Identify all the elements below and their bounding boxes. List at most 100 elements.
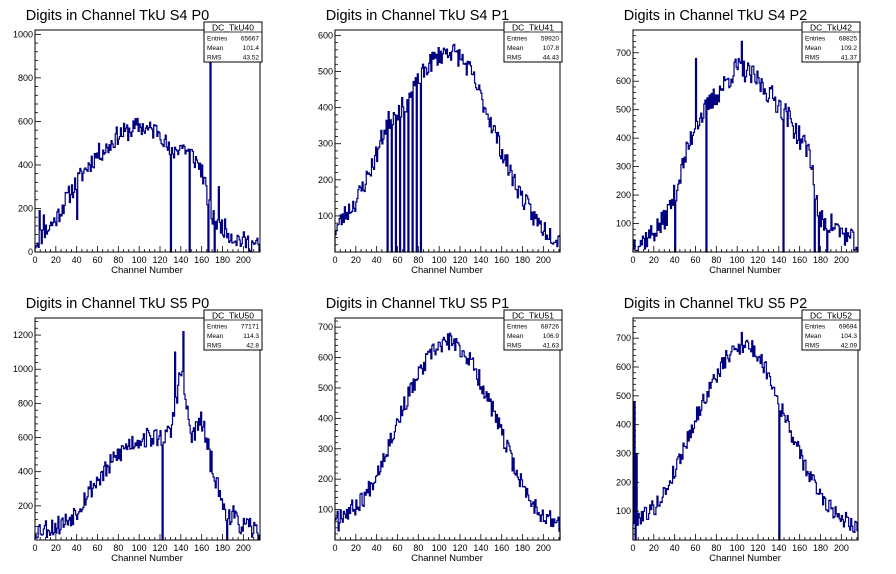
x-tick-label: 200 — [834, 255, 849, 265]
y-tick-label: 400 — [318, 103, 333, 113]
x-tick-label: 60 — [92, 255, 102, 265]
x-tick-label: 200 — [834, 543, 849, 553]
histogram-series — [34, 42, 261, 253]
stats-value: 59920 — [541, 36, 559, 43]
x-tick-label: 80 — [711, 543, 721, 553]
stats-box-name: DC_TkU51 — [512, 311, 554, 321]
x-tick-label: 60 — [690, 543, 700, 553]
stats-box-name: DC_TkU41 — [512, 23, 554, 33]
x-axis: 0 20 40 60 80 100 120 140 160 180 200 — [332, 246, 560, 265]
y-tick-label: 200 — [318, 474, 333, 484]
x-tick-label: 200 — [536, 543, 551, 553]
stats-value: 101.4 — [243, 45, 260, 52]
plot-frame — [334, 29, 561, 253]
stats-label: Entries — [507, 36, 528, 43]
histogram-series — [632, 331, 859, 541]
y-tick-label: 800 — [18, 73, 33, 83]
x-axis-label: Channel Number — [111, 265, 183, 276]
stats-label: Entries — [805, 36, 826, 43]
y-axis: 100 200 300 400 500 600 700 — [616, 320, 639, 541]
x-tick-label: 20 — [351, 543, 361, 553]
histogram-series — [334, 43, 561, 253]
x-axis: 0 20 40 60 80 100 120 140 160 180 200 — [32, 534, 260, 553]
x-tick-label: 0 — [32, 543, 37, 553]
stats-value: 109.2 — [841, 45, 858, 52]
x-tick-label: 160 — [792, 543, 807, 553]
stats-label: RMS — [207, 343, 222, 350]
y-tick-label: 400 — [616, 133, 631, 143]
x-tick-label: 160 — [494, 543, 509, 553]
x-tick-label: 140 — [473, 255, 488, 265]
stats-value: 68726 — [541, 324, 559, 331]
x-tick-label: 60 — [92, 543, 102, 553]
stats-box-name: DC_TkU50 — [212, 311, 254, 321]
stats-box-name: DC_TkU42 — [810, 23, 852, 33]
x-tick-label: 140 — [771, 255, 786, 265]
x-tick-label: 80 — [113, 255, 123, 265]
y-tick-label: 1000 — [13, 29, 33, 39]
x-tick-label: 80 — [413, 543, 423, 553]
x-tick-label: 120 — [750, 255, 765, 265]
y-tick-label: 100 — [616, 506, 631, 516]
stats-value: 65667 — [241, 36, 259, 43]
plot-frame — [334, 317, 561, 541]
plot-frame — [34, 29, 261, 253]
x-tick-label: 200 — [236, 255, 251, 265]
y-tick-label: 600 — [616, 362, 631, 372]
x-tick-label: 160 — [494, 255, 509, 265]
x-axis-label: Channel Number — [411, 553, 483, 564]
x-tick-label: 160 — [194, 543, 209, 553]
y-tick-label: 1000 — [13, 364, 33, 374]
x-tick-label: 100 — [730, 255, 745, 265]
y-axis: 100 200 300 400 500 600 700 — [318, 320, 341, 541]
y-tick-label: 200 — [18, 501, 33, 511]
x-axis: 0 20 40 60 80 100 120 140 160 180 200 — [630, 246, 858, 265]
stats-label: Entries — [507, 324, 528, 331]
y-tick-label: 100 — [616, 219, 631, 229]
chart-title: Digits in Channel TkU S5 P0 — [26, 296, 210, 312]
stats-label: RMS — [805, 55, 820, 62]
stats-value: 104.3 — [841, 333, 858, 340]
stats-label: Entries — [207, 36, 228, 43]
chart-panel-5: Digits in Channel TkU S5 P20 20 40 60 80 100 1… — [616, 296, 861, 564]
stats-label: Mean — [507, 45, 524, 52]
y-tick-label: 500 — [318, 67, 333, 77]
x-tick-label: 100 — [432, 543, 447, 553]
y-tick-label: 200 — [18, 203, 33, 213]
stats-box: DC_TkU40 Entries 65667 Mean 101.4 RMS 43.52 — [203, 21, 263, 63]
x-axis: 0 20 40 60 80 100 120 140 160 180 200 — [630, 534, 858, 553]
x-tick-label: 100 — [432, 255, 447, 265]
x-tick-label: 120 — [152, 543, 167, 553]
chart-title: Digits in Channel TkU S5 P2 — [624, 296, 808, 312]
stats-box: DC_TkU42 Entries 68825 Mean 109.2 RMS 41.37 — [801, 21, 861, 63]
stats-value: 42.8 — [246, 343, 259, 350]
histogram-series — [34, 331, 261, 541]
histogram-series — [334, 332, 561, 540]
chart-panel-0: Digits in Channel TkU S4 P0 0 20 40 60 80 100 1… — [13, 8, 263, 276]
y-axis: 0 200 400 600 800 1000 — [13, 29, 41, 257]
y-tick-label: 200 — [318, 175, 333, 185]
stats-box-frame — [503, 21, 563, 63]
x-tick-label: 0 — [630, 543, 635, 553]
stats-label: Entries — [805, 324, 826, 331]
x-tick-label: 0 — [32, 255, 37, 265]
x-tick-label: 180 — [515, 543, 530, 553]
plot-frame — [632, 317, 859, 541]
stats-box-frame — [203, 309, 263, 351]
stats-box-name: DC_TkU52 — [810, 311, 852, 321]
x-tick-label: 20 — [51, 543, 61, 553]
stats-label: RMS — [207, 55, 222, 62]
y-axis: 100 200 300 400 500 600 700 — [616, 29, 639, 253]
y-axis: 100 200 300 400 500 600 — [318, 30, 341, 253]
y-tick-label: 500 — [616, 105, 631, 115]
stats-box: DC_TkU41 Entries 59920 Mean 107.8 RMS 44.43 — [503, 21, 563, 63]
x-tick-label: 40 — [372, 255, 382, 265]
y-tick-label: 300 — [616, 449, 631, 459]
x-tick-label: 100 — [132, 255, 147, 265]
chart-panel-2: Digits in Channel TkU S4 P20 20 40 60 80 100 1… — [616, 8, 861, 276]
stats-value: 41.37 — [841, 55, 858, 62]
x-axis-label: Channel Number — [709, 553, 781, 564]
x-tick-label: 180 — [215, 543, 230, 553]
x-axis-label: Channel Number — [709, 265, 781, 276]
